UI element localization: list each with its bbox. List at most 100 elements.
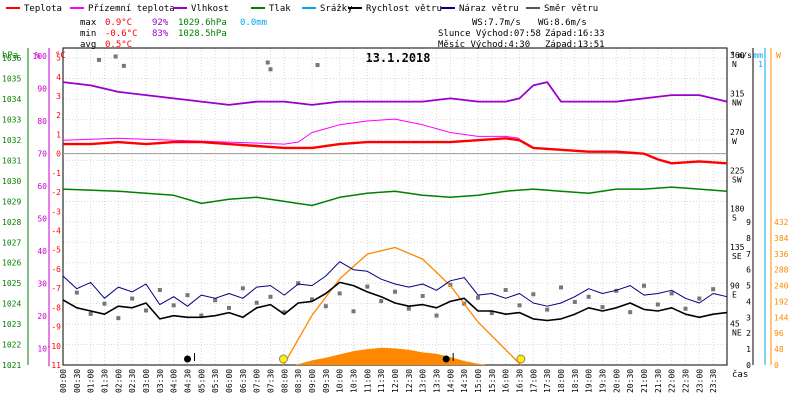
x-tick-label: 03:30 [156,369,165,393]
axis-unit-pressure: hPa [2,51,18,61]
y-tick-humidity: 20 [37,312,47,321]
point-wind-direction [265,60,270,65]
axes: 00:00 00:30 01:00 01:30 02:00 02:30 03:00 03:30… [2,48,789,393]
x-tick-label: 21:00 [640,369,649,393]
y-tick-direction: 225 [730,166,745,175]
x-tick-label: 04:30 [184,369,193,393]
point-wind-direction [254,300,259,305]
point-wind-direction [669,291,674,296]
axis-unit-humidity: % [35,51,41,61]
y-tick-wind: 2 [746,329,751,338]
y-tick-temperature: -11 [47,361,62,370]
plot-area [62,54,728,366]
point-wind-direction [102,301,107,306]
y-tick-direction: 45 [730,320,740,329]
series-humidity [62,81,728,106]
y-tick-temperature: -10 [47,342,62,351]
y-tick-direction: 360 [730,51,745,60]
axis-unit-wind: m/s [738,51,753,60]
x-tick-label: 00:30 [73,369,82,393]
x-tick-label: 18:00 [557,369,566,393]
point-wind-direction [268,67,273,72]
point-wind-direction [144,308,148,313]
point-wind-direction [614,288,619,293]
x-tick-label: 02:00 [114,369,123,393]
y-tick-pressure: 1036 [2,54,21,63]
legend-label: Směr větru [544,4,598,14]
y-tick-temperature: 1 [56,130,61,139]
y-tick-wind: 9 [746,218,751,227]
point-wind-direction [227,305,231,310]
legend-label: Tlak [269,4,291,14]
x-tick-label: 07:00 [253,369,262,393]
y-tick-direction-name: SE [732,252,742,261]
stats-min-pressure: 1028.5hPa [178,29,227,39]
point-wind-direction [199,313,204,318]
y-tick-humidity: 70 [37,150,47,159]
y-tick-direction: 270 [730,128,745,137]
x-tick-label: 20:30 [626,369,635,393]
moonrise-marker [184,355,191,363]
x-tick-label: 10:00 [336,369,345,393]
y-tick-direction: 315 [730,90,745,99]
stats-sun-set: Západ:16:33 [545,29,605,39]
y-tick-pressure: 1030 [2,177,21,186]
y-tick-rain: 1 [758,60,763,69]
y-tick-humidity: 50 [37,215,47,224]
point-wind-direction [185,293,190,298]
stats-block: max 0.9°C 92% 1029.6hPa 0.0mm min -0.6°C… [80,18,605,50]
point-wind-direction [130,296,135,301]
point-wind-direction [406,306,411,311]
point-wind-direction [683,306,688,311]
series-pressure [62,186,728,207]
series-temperature [63,137,728,165]
series-wind-speed [62,281,728,322]
x-axis-label: čas [732,369,748,380]
y-tick-direction: 90 [730,281,740,290]
legend-label: Teplota [24,4,62,14]
series-sun-elevation [282,246,522,366]
y-tick-wind: 4 [746,297,751,306]
stats-wg: WG:8.6m/s [538,18,587,28]
point-wind-direction [697,296,702,301]
x-tick-label: 01:30 [101,369,110,393]
point-wind-direction [113,54,118,59]
point-wind-direction [379,299,384,304]
stats-sun: Slunce Východ:07:58 [438,29,541,39]
point-wind-direction [531,292,536,297]
y-tick-pressure: 1023 [2,320,21,329]
y-tick-wind: 5 [746,282,751,291]
y-tick-direction: 135 [730,243,745,252]
y-tick-temperature: 5 [56,54,61,63]
x-tick-label: 02:30 [128,369,137,393]
y-tick-radiation: 288 [774,266,789,275]
series-wind-gust [62,261,728,307]
stats-avg-label: avg [80,40,96,50]
x-tick-label: 22:00 [668,369,677,393]
x-tick-label: 14:00 [446,369,455,393]
y-tick-humidity: 90 [37,85,47,94]
y-tick-wind: 3 [746,313,751,322]
y-tick-pressure: 1026 [2,259,21,268]
y-tick-temperature: -1 [51,169,61,178]
stats-moon-set: Západ:13:51 [545,40,605,50]
y-tick-wind: 7 [746,250,751,259]
y-tick-pressure: 1033 [2,116,21,125]
x-tick-label: 16:00 [502,369,511,393]
x-tick-label: 11:00 [363,369,372,393]
point-wind-direction [711,287,716,292]
x-tick-label: 23:30 [709,369,718,393]
y-tick-humidity: 80 [37,117,47,126]
point-wind-direction [420,293,425,298]
point-wind-direction [545,307,550,312]
y-tick-radiation: 0 [774,361,779,370]
y-tick-pressure: 1034 [2,95,21,104]
y-tick-temperature: -8 [51,303,61,312]
moonset-marker [442,355,450,363]
y-tick-humidity: 60 [37,182,47,191]
y-tick-direction-name: NE [732,329,742,338]
point-wind-direction [171,303,176,308]
legend-label: Srážky [320,4,353,14]
point-wind-direction [600,305,605,310]
x-tick-label: 22:30 [682,369,691,393]
